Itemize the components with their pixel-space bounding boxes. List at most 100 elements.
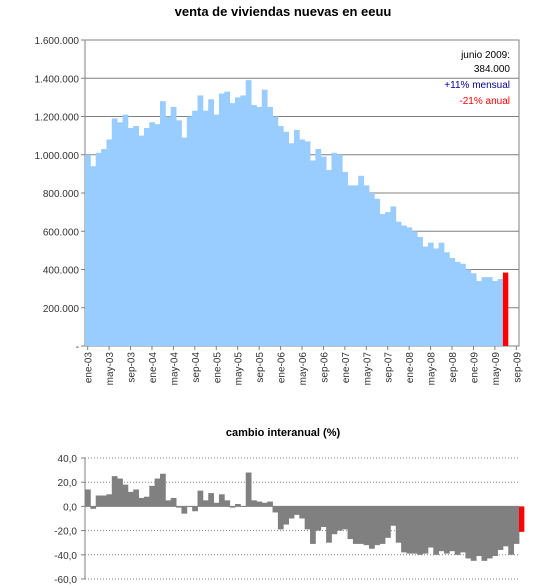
- bar: [229, 103, 236, 346]
- bar: [101, 495, 107, 507]
- y-tick-label: -20,0: [54, 527, 77, 538]
- bar: [492, 506, 498, 557]
- bar: [133, 126, 139, 346]
- bar: [127, 127, 134, 346]
- bar: [390, 506, 397, 526]
- bar: [385, 212, 391, 346]
- bar: [422, 506, 429, 554]
- x-tick-label: may-05: [234, 352, 245, 386]
- bar: [154, 478, 161, 507]
- bar: [368, 193, 375, 346]
- bar: [202, 110, 209, 346]
- bar: [95, 495, 102, 507]
- bar: [176, 506, 182, 508]
- bar: [320, 156, 327, 346]
- bar: [406, 506, 413, 554]
- bar: [299, 506, 306, 519]
- bar: [363, 185, 370, 346]
- highlight-bar: [519, 506, 525, 532]
- bar: [267, 106, 273, 346]
- bar: [481, 277, 488, 346]
- bar: [417, 506, 423, 555]
- y-tick-label: 800.000: [43, 189, 80, 200]
- bar: [181, 137, 188, 346]
- bar: [251, 105, 257, 347]
- bar: [427, 506, 434, 548]
- bar: [224, 91, 231, 346]
- y-tick-label: 600.000: [43, 227, 80, 238]
- bar: [90, 506, 97, 509]
- bar: [85, 154, 91, 346]
- bar: [315, 149, 322, 346]
- x-tick-label: sep-05: [255, 352, 266, 383]
- bar: [443, 252, 450, 346]
- bar: [406, 227, 413, 346]
- y-tick-label: 400.000: [43, 266, 80, 277]
- bar: [138, 497, 145, 507]
- bar: [304, 141, 311, 346]
- x-tick-label: may-07: [362, 352, 373, 386]
- bar: [208, 99, 214, 346]
- y-tick-label: -40,0: [54, 551, 77, 562]
- bar: [149, 122, 156, 346]
- bar: [95, 152, 102, 346]
- x-tick-label: ene-07: [341, 352, 352, 384]
- bar: [202, 500, 209, 507]
- x-tick-label: may-08: [427, 352, 438, 386]
- bar: [229, 506, 236, 508]
- bar: [342, 171, 348, 346]
- highlight-bar: [502, 272, 509, 346]
- x-tick-label: may-04: [169, 352, 180, 386]
- bar: [192, 110, 198, 346]
- bar: [320, 506, 327, 527]
- sub-chart-title: cambio interanual (%): [226, 427, 341, 439]
- y-tick-label: -: [76, 342, 79, 353]
- x-tick-label: sep-03: [127, 352, 138, 383]
- y-tick-label: 20,0: [58, 478, 78, 489]
- bar: [465, 269, 472, 346]
- bar: [256, 501, 263, 507]
- bar: [122, 484, 129, 507]
- bar: [283, 506, 290, 525]
- bar: [417, 236, 423, 346]
- bar: [304, 506, 311, 530]
- bar: [154, 124, 161, 347]
- bar: [170, 497, 177, 507]
- bar: [240, 95, 247, 347]
- bar: [363, 506, 370, 546]
- bar: [433, 248, 440, 346]
- bar: [465, 506, 472, 559]
- y-tick-label: 40,0: [58, 454, 78, 465]
- bar: [347, 506, 354, 540]
- x-tick-label: may-06: [298, 352, 309, 386]
- bar: [288, 506, 295, 519]
- bar: [138, 135, 145, 346]
- bar: [331, 152, 338, 346]
- y-tick-label: 1.600.000: [35, 36, 80, 47]
- bar: [379, 214, 386, 346]
- bar: [470, 506, 477, 561]
- bar: [213, 502, 220, 507]
- main-chart: - 200.000 400.000 600.000 800.000 1.000.000 1.…: [35, 36, 524, 385]
- bar: [111, 118, 118, 346]
- bar: [347, 185, 354, 346]
- y-tick-label: 1.000.000: [35, 151, 80, 162]
- bar: [267, 501, 273, 507]
- bar: [470, 273, 477, 346]
- bar: [143, 127, 150, 346]
- bar: [310, 506, 316, 544]
- bar: [288, 143, 295, 346]
- y-tick-label: 200.000: [43, 304, 80, 315]
- bar: [352, 185, 359, 346]
- y-tick-label: 1.400.000: [35, 74, 80, 85]
- bar: [449, 506, 456, 552]
- bar: [197, 490, 204, 507]
- bar: [460, 263, 466, 346]
- bar: [208, 493, 214, 507]
- bar: [481, 506, 488, 561]
- x-tick-label: ene-06: [277, 352, 288, 384]
- bar: [454, 261, 461, 346]
- bar: [411, 231, 418, 346]
- bar: [486, 506, 493, 559]
